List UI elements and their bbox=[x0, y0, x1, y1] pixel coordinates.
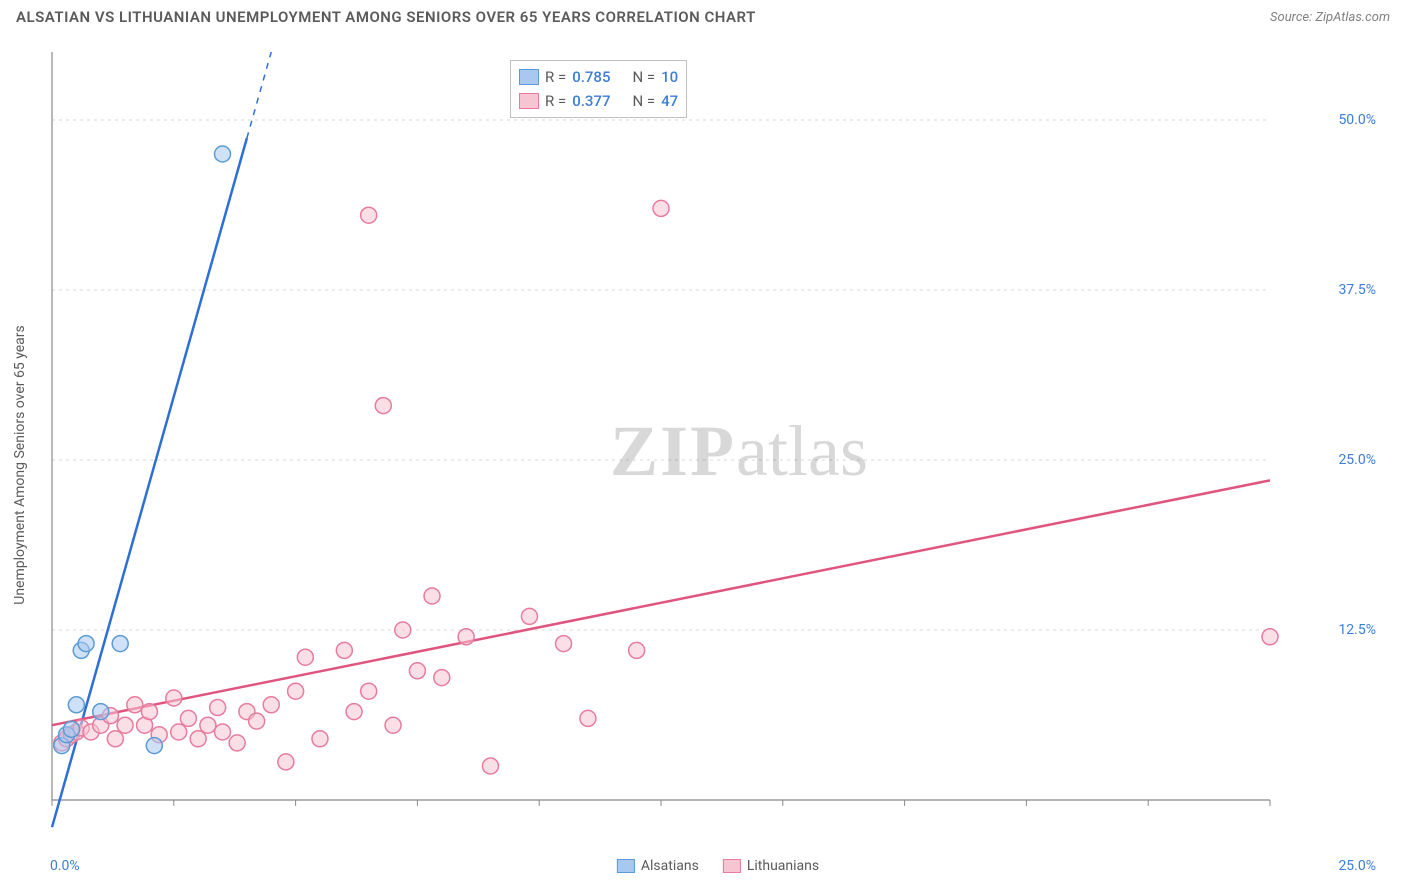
y-axis-title: Unemployment Among Seniors over 65 years bbox=[12, 325, 28, 605]
scatter-plot bbox=[50, 50, 1340, 830]
r-value-alsatians: 0.785 bbox=[572, 68, 610, 86]
y-tick-label: 50.0% bbox=[1338, 112, 1376, 128]
legend-row-lithuanians: R = 0.377 N = 47 bbox=[519, 89, 678, 113]
x-axis-max-label: 25.0% bbox=[1338, 858, 1376, 874]
x-axis-min-label: 0.0% bbox=[50, 858, 80, 874]
y-tick-label: 12.5% bbox=[1338, 622, 1376, 638]
legend-swatch-lithuanians bbox=[519, 93, 539, 109]
legend-swatch-alsatians-bottom bbox=[617, 859, 635, 873]
r-label: R = bbox=[545, 68, 566, 86]
n-label: N = bbox=[632, 92, 655, 110]
r-value-lithuanians: 0.377 bbox=[572, 92, 610, 110]
legend-item-lithuanians: Lithuanians bbox=[723, 858, 819, 874]
r-label: R = bbox=[545, 92, 566, 110]
legend-row-alsatians: R = 0.785 N = 10 bbox=[519, 65, 678, 89]
source-attribution: Source: ZipAtlas.com bbox=[1270, 10, 1390, 25]
n-value-alsatians: 10 bbox=[661, 68, 678, 86]
legend-swatch-lithuanians-bottom bbox=[723, 859, 741, 873]
legend-label-alsatians: Alsatians bbox=[641, 858, 699, 874]
chart-container: Unemployment Among Seniors over 65 years… bbox=[50, 50, 1386, 880]
legend-swatch-alsatians bbox=[519, 69, 539, 85]
correlation-legend: R = 0.785 N = 10 R = 0.377 N = 47 bbox=[510, 60, 687, 118]
source-prefix: Source: bbox=[1270, 10, 1315, 25]
legend-item-alsatians: Alsatians bbox=[617, 858, 699, 874]
n-label: N = bbox=[632, 68, 655, 86]
y-tick-label: 25.0% bbox=[1338, 452, 1376, 468]
series-legend: Alsatians Lithuanians bbox=[617, 858, 819, 874]
n-value-lithuanians: 47 bbox=[661, 92, 678, 110]
y-tick-label: 37.5% bbox=[1338, 282, 1376, 298]
source-name: ZipAtlas.com bbox=[1315, 10, 1390, 25]
legend-label-lithuanians: Lithuanians bbox=[747, 858, 819, 874]
page-title: ALSATIAN VS LITHUANIAN UNEMPLOYMENT AMON… bbox=[16, 8, 756, 26]
